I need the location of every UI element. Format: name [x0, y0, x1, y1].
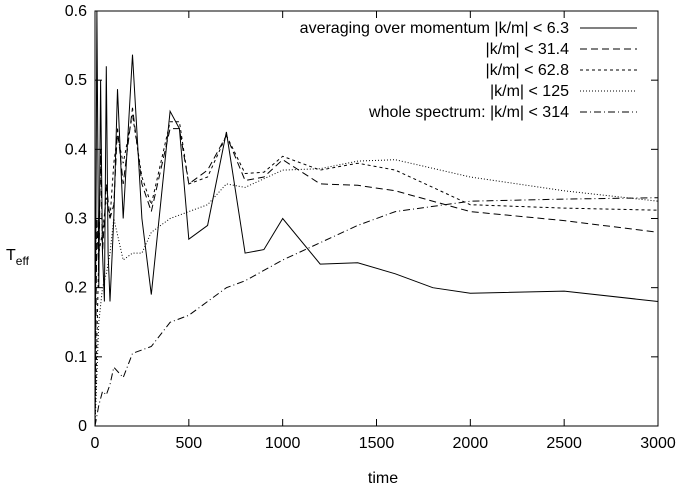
x-axis-label: time: [368, 470, 398, 487]
series-layer: [94, 10, 659, 427]
plot-frame: [94, 10, 659, 427]
y-tick-label: 0.6: [65, 3, 87, 20]
y-tick-label: 0.1: [65, 349, 87, 366]
legend-label-1: averaging over momentum |k/m| < 6.3: [300, 20, 569, 37]
y-tick-label: 0.2: [65, 280, 87, 297]
series-line-5: [94, 197, 659, 427]
x-tick-label: 1000: [265, 435, 301, 452]
y-tick-label: 0.4: [65, 141, 87, 158]
y-tick-label: 0: [78, 418, 87, 435]
series-line-4: [94, 159, 659, 427]
legend: averaging over momentum |k/m| < 6.3 |k/m|…: [300, 20, 637, 121]
y-tick-label: 0.5: [65, 72, 87, 89]
x-axis-ticks: 0 500 1000 1500 2000 2500 3000: [91, 11, 676, 452]
legend-label-3: |k/m| < 62.8: [486, 62, 570, 79]
x-tick-label: 1500: [359, 435, 395, 452]
series-line-3: [94, 114, 659, 427]
legend-label-4: |k/m| < 125: [490, 83, 569, 100]
x-tick-label: 0: [91, 435, 100, 452]
y-axis-ticks: 0 0.1 0.2 0.3 0.4 0.5 0.6: [65, 3, 658, 435]
series-line-1: [94, 10, 659, 427]
legend-label-2: |k/m| < 31.4: [486, 41, 570, 58]
y-axis-label: Teff: [6, 247, 30, 268]
y-axis-label-main: T: [6, 247, 16, 264]
series-line-2: [94, 107, 659, 427]
x-tick-label: 3000: [640, 435, 676, 452]
legend-label-5: whole spectrum: |k/m| < 314: [368, 104, 569, 121]
y-tick-label: 0.3: [65, 211, 87, 228]
y-axis-label-subscript: eff: [16, 254, 30, 268]
x-tick-label: 2000: [453, 435, 489, 452]
x-tick-label: 500: [175, 435, 202, 452]
x-tick-label: 2500: [546, 435, 582, 452]
